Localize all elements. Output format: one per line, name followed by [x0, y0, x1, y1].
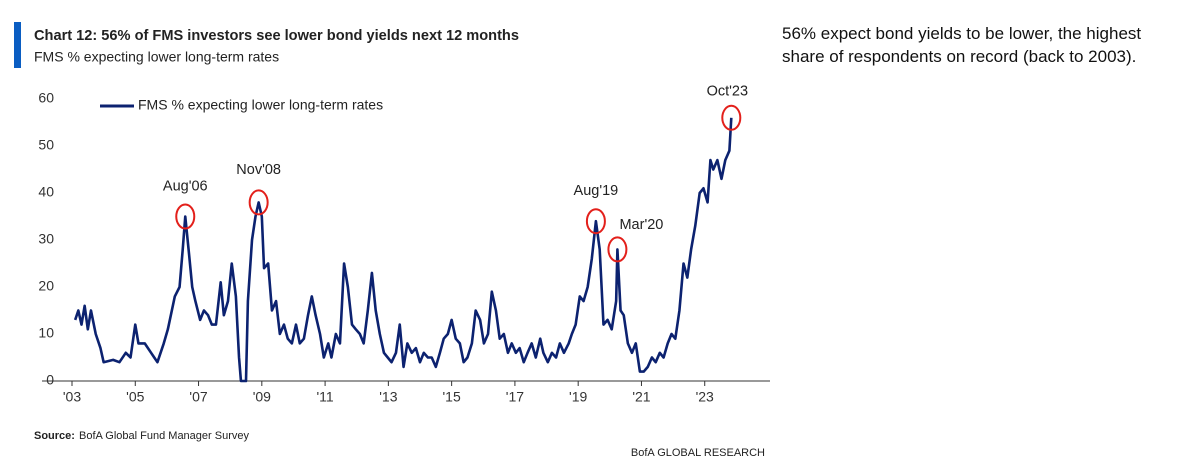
- series-line: [73, 117, 733, 383]
- annotation-circle: [607, 236, 628, 263]
- commentary: 56% expect bond yields to be lower, the …: [782, 24, 1142, 66]
- y-tick-label: 40: [38, 184, 54, 200]
- x-tick-label: '05: [126, 389, 144, 405]
- annotation-circle: [175, 203, 196, 230]
- x-tick-label: '07: [189, 389, 207, 405]
- annotation-label: Mar'20: [619, 217, 663, 233]
- x-tick-label: '03: [63, 389, 81, 405]
- x-tick-label: '09: [253, 389, 271, 405]
- y-tick-label: 20: [38, 278, 54, 294]
- x-tick-label: '23: [696, 389, 714, 405]
- annotation-circle: [585, 208, 606, 235]
- chart: Chart 12: 56% of FMS investors see lower…: [14, 22, 770, 459]
- y-tick-label: 30: [38, 231, 54, 247]
- source-label: Source:: [34, 430, 75, 442]
- x-tick-label: '21: [632, 389, 650, 405]
- annotation-label: Oct'23: [707, 84, 748, 100]
- annotation-circle: [721, 104, 742, 131]
- chart-title: Chart 12: 56% of FMS investors see lower…: [34, 28, 519, 44]
- x-tick-label: '17: [506, 389, 524, 405]
- title-accent: [14, 22, 21, 68]
- x-tick-label: '19: [569, 389, 587, 405]
- legend-label: FMS % expecting lower long-term rates: [138, 97, 383, 113]
- y-tick-label: 60: [38, 90, 54, 106]
- y-tick-label: 50: [38, 137, 54, 153]
- annotation-label: Aug'19: [574, 183, 619, 199]
- brand: BofA GLOBAL RESEARCH: [631, 447, 765, 459]
- x-tick-label: '13: [379, 389, 397, 405]
- annotation-label: Aug'06: [163, 178, 208, 194]
- chart-subtitle: FMS % expecting lower long-term rates: [34, 49, 279, 65]
- y-tick-label: 10: [38, 325, 54, 341]
- source: BofA Global Fund Manager Survey: [79, 430, 249, 442]
- annotation-circle: [248, 189, 269, 216]
- annotation-label: Nov'08: [236, 162, 281, 178]
- x-tick-label: '15: [443, 389, 461, 405]
- y-tick-label: 0: [46, 372, 54, 388]
- x-tick-label: '11: [316, 389, 333, 405]
